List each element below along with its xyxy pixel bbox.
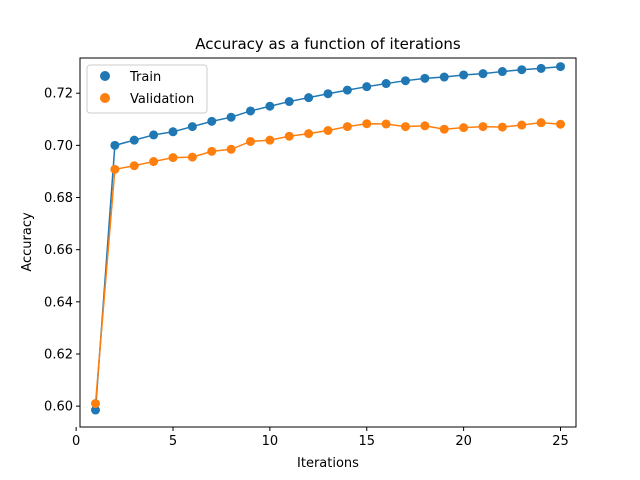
data-point-train: [284, 97, 294, 107]
data-point-validation: [187, 152, 197, 162]
y-tick-label: 0.64: [44, 295, 73, 310]
x-tick-label: 25: [552, 434, 569, 449]
data-point-validation: [284, 131, 294, 141]
data-point-validation: [265, 135, 275, 145]
data-point-train: [149, 130, 159, 140]
x-axis-title: Iterations: [297, 456, 359, 471]
data-point-train: [207, 116, 217, 126]
y-tick-label: 0.66: [44, 243, 73, 258]
data-point-validation: [556, 119, 565, 129]
y-tick-label: 0.62: [44, 347, 73, 362]
legend-marker-train: [100, 71, 110, 81]
legend-box: [86, 64, 208, 114]
data-point-train: [420, 73, 430, 83]
data-point-validation: [246, 136, 255, 146]
data-point-validation: [91, 399, 100, 409]
data-point-train: [401, 76, 410, 86]
data-point-validation: [168, 153, 178, 163]
data-point-validation: [459, 123, 469, 133]
data-point-validation: [323, 125, 333, 135]
data-point-train: [381, 79, 391, 89]
legend-label-validation: Validation: [130, 92, 194, 107]
plot-area-frame: [79, 57, 577, 428]
data-point-train: [265, 101, 275, 111]
data-point-validation: [536, 118, 546, 128]
data-point-train: [362, 82, 372, 92]
data-point-validation: [497, 122, 507, 132]
data-point-train: [342, 85, 352, 95]
data-point-validation: [401, 122, 410, 132]
data-point-validation: [420, 121, 430, 131]
data-point-train: [536, 63, 546, 73]
series-layer: [91, 62, 565, 415]
data-point-train: [497, 67, 507, 77]
x-tick-label: 20: [455, 434, 472, 449]
legend: Train Validation: [86, 64, 208, 114]
data-point-train: [459, 70, 469, 80]
data-point-validation: [381, 119, 391, 129]
y-axis: 0.60 0.62 0.64 0.66 0.68 0.70 0.72: [44, 87, 80, 415]
data-point-validation: [207, 146, 217, 156]
y-tick-label: 0.72: [44, 87, 73, 102]
legend-marker-validation: [100, 93, 110, 103]
data-point-train: [129, 135, 139, 145]
data-point-train: [246, 106, 255, 116]
data-point-validation: [362, 119, 372, 129]
x-tick-label: 5: [169, 434, 177, 449]
data-point-validation: [304, 129, 314, 139]
data-point-train: [478, 69, 488, 79]
data-point-validation: [439, 124, 449, 134]
x-tick-label: 0: [72, 434, 80, 449]
data-point-validation: [129, 161, 139, 171]
data-point-train: [226, 112, 236, 122]
chart-title: Accuracy as a function of iterations: [195, 35, 461, 53]
data-point-train: [91, 405, 100, 415]
data-point-train: [304, 93, 314, 103]
y-axis-title: Accuracy: [20, 212, 35, 272]
y-tick-label: 0.68: [44, 191, 73, 206]
data-point-validation: [149, 157, 159, 167]
x-tick-label: 10: [262, 434, 279, 449]
legend-label-train: Train: [129, 70, 161, 85]
x-tick-label: 15: [358, 434, 375, 449]
x-axis: 0 5 10 15 20 25: [72, 427, 569, 449]
data-point-train: [556, 62, 565, 72]
data-point-validation: [517, 120, 527, 130]
data-point-validation: [342, 122, 352, 132]
data-point-validation: [478, 122, 488, 132]
data-point-validation: [226, 144, 236, 154]
data-point-train: [110, 140, 120, 150]
data-point-train: [187, 122, 197, 132]
data-point-train: [439, 72, 449, 82]
data-point-validation: [110, 164, 120, 174]
data-point-train: [323, 89, 333, 99]
y-tick-label: 0.70: [44, 139, 73, 154]
y-tick-label: 0.60: [44, 400, 73, 415]
data-point-train: [168, 127, 178, 137]
data-point-train: [517, 65, 527, 75]
